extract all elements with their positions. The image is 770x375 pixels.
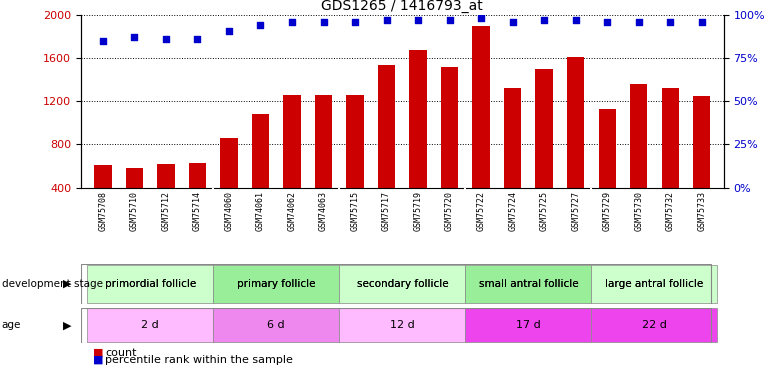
Bar [504,88,521,188]
Bar [94,165,112,188]
Bar [126,168,143,188]
Bar [441,67,458,188]
Bar [213,308,340,342]
Point [191,36,203,42]
Text: GSM75729: GSM75729 [603,191,611,231]
Text: ▶: ▶ [63,320,72,330]
Point [507,19,519,25]
Point [475,15,487,21]
Text: GSM75715: GSM75715 [350,191,360,231]
Text: secondary follicle: secondary follicle [357,279,448,289]
Text: ■: ■ [93,355,104,365]
Point [695,19,708,25]
Point [349,19,361,25]
Text: GSM75724: GSM75724 [508,191,517,231]
Bar [346,95,363,188]
Bar [220,138,238,188]
Bar [213,265,340,303]
Text: GSM75727: GSM75727 [571,191,580,231]
Bar [252,114,270,188]
Text: GSM75733: GSM75733 [698,191,706,231]
Point [664,19,676,25]
Bar [693,96,711,188]
Text: GSM74062: GSM74062 [287,191,296,231]
Point [97,38,109,44]
Text: GSM75720: GSM75720 [445,191,454,231]
Bar [661,88,679,188]
Bar [465,265,591,303]
Point [317,19,330,25]
Text: primordial follicle: primordial follicle [105,279,196,289]
Point [254,22,266,28]
Text: development stage: development stage [2,279,102,289]
Bar [465,308,591,342]
Point [160,36,172,42]
Bar [567,57,584,188]
Text: small antral follicle: small antral follicle [479,279,578,289]
Bar [283,95,300,188]
Text: GSM75708: GSM75708 [99,191,107,231]
Text: large antral follicle: large antral follicle [605,279,704,289]
Text: primary follicle: primary follicle [237,279,316,289]
Bar [340,308,465,342]
Bar [378,64,395,188]
Text: primary follicle: primary follicle [237,279,316,289]
Text: percentile rank within the sample: percentile rank within the sample [105,355,293,365]
Bar [410,50,427,188]
Bar [591,308,718,342]
Text: GSM74060: GSM74060 [225,191,233,231]
Text: GSM75725: GSM75725 [540,191,549,231]
Text: 2 d: 2 d [142,320,159,330]
Text: count: count [105,348,137,357]
Text: primordial follicle: primordial follicle [105,279,196,289]
Title: GDS1265 / 1416793_at: GDS1265 / 1416793_at [321,0,484,13]
Bar [598,109,616,188]
Text: ▶: ▶ [63,279,72,289]
Text: 6 d: 6 d [267,320,285,330]
Bar [87,265,213,303]
Bar [535,69,553,188]
Point [223,27,235,33]
Bar [189,163,206,188]
Bar [340,265,465,303]
Text: secondary follicle: secondary follicle [357,279,448,289]
Point [380,17,393,23]
Text: GSM75719: GSM75719 [413,191,423,231]
Point [601,19,614,25]
Point [412,17,424,23]
Point [570,17,582,23]
Text: ■: ■ [93,348,104,357]
Point [632,19,644,25]
Bar [591,265,718,303]
Point [444,17,456,23]
Text: GSM75722: GSM75722 [477,191,486,231]
Text: GSM75714: GSM75714 [193,191,202,231]
Bar [473,26,490,188]
Text: GSM75730: GSM75730 [634,191,643,231]
Text: age: age [2,320,21,330]
Text: small antral follicle: small antral follicle [479,279,578,289]
Text: 22 d: 22 d [642,320,667,330]
Point [129,34,141,40]
Bar [87,308,213,342]
Text: GSM75717: GSM75717 [382,191,391,231]
Text: 12 d: 12 d [390,320,415,330]
Bar [630,84,648,188]
Text: GSM75712: GSM75712 [162,191,170,231]
Point [286,19,298,25]
Text: GSM75710: GSM75710 [130,191,139,231]
Text: GSM75732: GSM75732 [666,191,675,231]
Text: large antral follicle: large antral follicle [605,279,704,289]
Bar [315,95,332,188]
Text: GSM74063: GSM74063 [319,191,328,231]
Text: GSM74061: GSM74061 [256,191,265,231]
Text: 17 d: 17 d [516,320,541,330]
Bar [157,164,175,188]
Point [538,17,551,23]
